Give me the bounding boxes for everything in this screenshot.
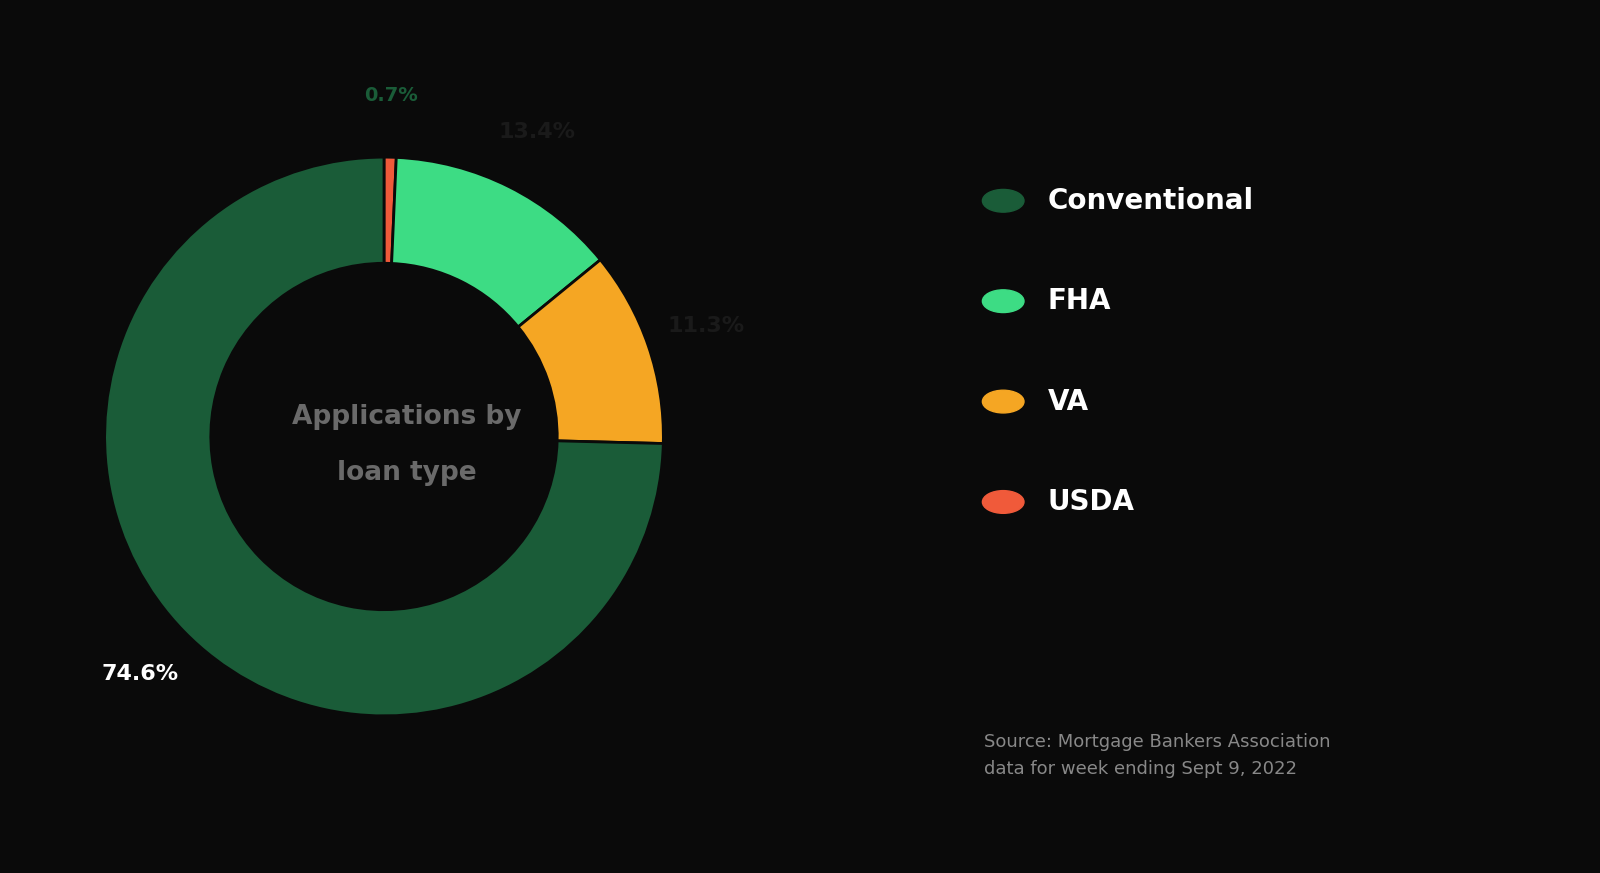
Text: Conventional: Conventional (1048, 187, 1254, 215)
Text: 13.4%: 13.4% (498, 122, 576, 141)
Text: USDA: USDA (1048, 488, 1134, 516)
Text: FHA: FHA (1048, 287, 1112, 315)
Text: 0.7%: 0.7% (365, 86, 418, 106)
Text: 11.3%: 11.3% (667, 316, 746, 336)
Text: 74.6%: 74.6% (101, 664, 179, 684)
Wedge shape (384, 157, 397, 264)
Wedge shape (104, 157, 664, 716)
Text: VA: VA (1048, 388, 1090, 416)
Wedge shape (518, 260, 664, 443)
Text: Applications by: Applications by (291, 404, 522, 430)
Text: Source: Mortgage Bankers Association
data for week ending Sept 9, 2022: Source: Mortgage Bankers Association dat… (984, 733, 1331, 778)
Text: loan type: loan type (336, 460, 477, 485)
Wedge shape (392, 157, 600, 327)
